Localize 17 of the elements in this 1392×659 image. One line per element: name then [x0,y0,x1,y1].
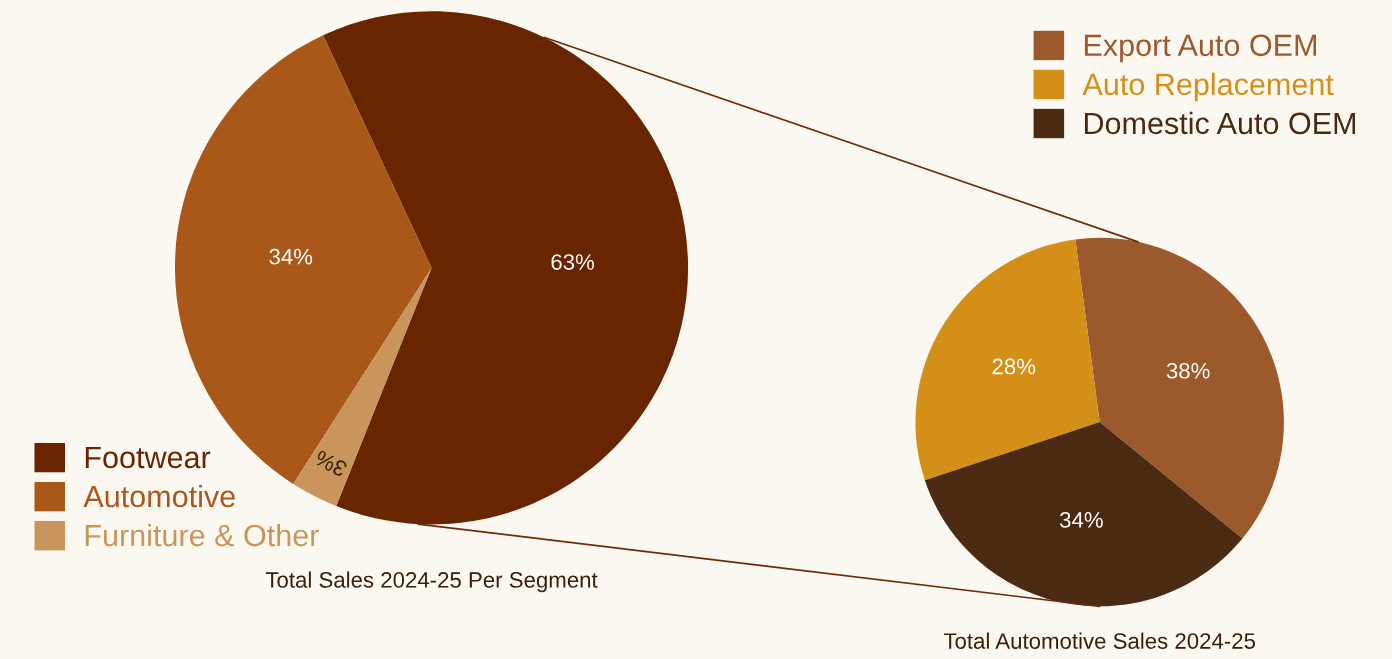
legend-label: Footwear [85,446,211,469]
data-label: 38% [1166,362,1210,379]
legend-label: Export Auto OEM [1084,34,1317,63]
data-label: 34% [269,248,313,265]
legend-label: Auto Replacement [1082,72,1334,102]
data-label: 3% [313,449,349,478]
legend-label: Furniture & Other [85,523,319,547]
pie-slice [924,422,1243,607]
data-label: 28% [992,358,1036,375]
pie-slice [293,267,432,507]
legend-label: Domestic Auto OEM [1084,111,1356,135]
data-label: 34% [1060,511,1103,528]
legend-label: Automotive [83,484,235,508]
text: Total Sales 2024-25 Per Segment [265,571,598,593]
text: Total Automotive Sales 2024-25 [943,632,1256,649]
pie-slice [915,239,1100,481]
data-label: 63% [551,254,595,270]
